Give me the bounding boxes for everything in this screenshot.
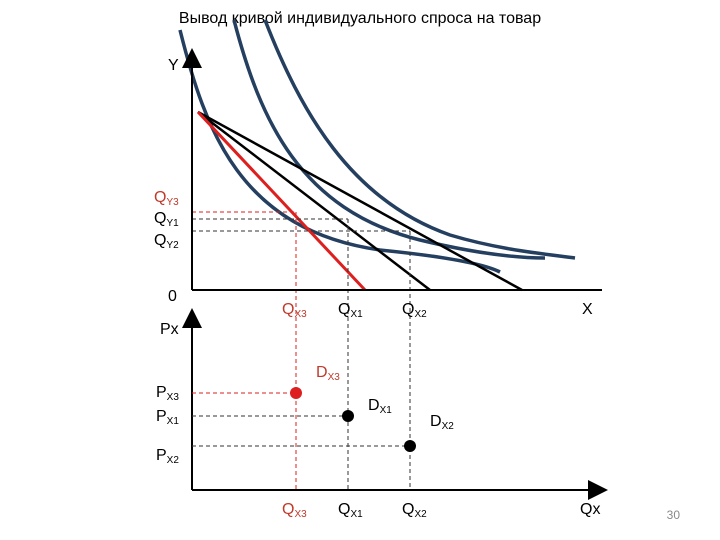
label-lower-qx3: QX3 — [282, 501, 307, 520]
demand-point-x2 — [404, 440, 416, 452]
label-lower-qx1: QX1 — [338, 501, 363, 520]
label-qy3: QY3 — [154, 189, 179, 208]
lower-x-axis-label: Qx — [580, 501, 601, 518]
lower-y-axis-label: Px — [160, 321, 179, 338]
label-px2: PX2 — [156, 447, 179, 466]
label-qy2: QY2 — [154, 232, 179, 251]
label-dx3: DX3 — [316, 364, 340, 383]
label-upper-qx3: QX3 — [282, 301, 307, 320]
budget-line-3 — [196, 110, 367, 292]
indifference-curve-3 — [263, 19, 576, 260]
label-lower-qx2: QX2 — [402, 501, 427, 520]
upper-y-axis-label: Y — [168, 57, 179, 74]
diagram-title: Вывод кривой индивидуального спроса на т… — [178, 10, 542, 27]
budget-line-1 — [197, 111, 431, 291]
label-upper-qx2: QX2 — [402, 301, 427, 320]
label-dx2: DX2 — [430, 413, 454, 432]
indifference-curve-1 — [178, 29, 501, 274]
label-upper-qx1: QX1 — [338, 301, 363, 320]
indifference-curve-2 — [232, 19, 546, 260]
label-px1: PX1 — [156, 408, 179, 427]
demand-point-x3 — [290, 387, 302, 399]
demand-point-x1 — [342, 410, 354, 422]
label-px3: PX3 — [156, 384, 179, 403]
page-number: 30 — [666, 508, 680, 522]
upper-x-axis-label: X — [582, 301, 593, 318]
budget-line-2 — [197, 110, 523, 292]
origin-label: 0 — [168, 288, 177, 305]
label-dx1: DX1 — [368, 397, 392, 416]
label-qy1: QY1 — [154, 210, 179, 229]
